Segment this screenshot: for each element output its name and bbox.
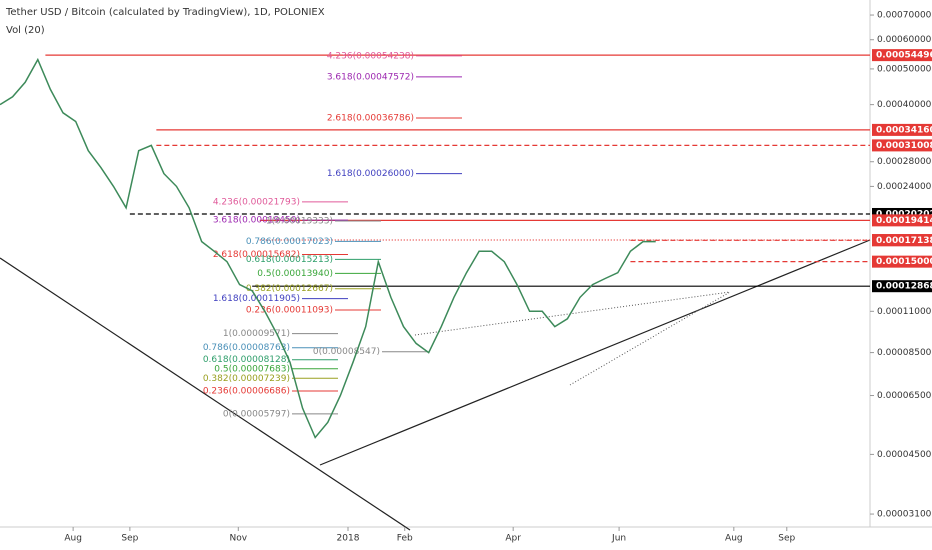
x-tick-label: Nov xyxy=(230,534,248,544)
chart-title: Tether USD / Bitcoin (calculated by Trad… xyxy=(5,7,325,18)
fib-label: 3.618(0.00019450) xyxy=(213,216,300,226)
fib-label: 1.618(0.00026000) xyxy=(327,169,414,179)
trend-line xyxy=(569,291,731,386)
y-tick-label: 0.00011000 xyxy=(877,307,932,317)
x-tick-label: Apr xyxy=(505,534,521,544)
fib-label: 1(0.00009571) xyxy=(223,329,290,339)
fib-label: 0.236(0.00011093) xyxy=(246,305,333,315)
level-label: 0.00019414 xyxy=(876,216,932,226)
x-tick-label: Sep xyxy=(121,534,138,544)
fib-label: 4.236(0.00021793) xyxy=(213,197,300,207)
level-label: 0.00015000 xyxy=(876,257,932,267)
level-label: 0.00034160 xyxy=(876,125,932,135)
fib-label: 2.618(0.00036786) xyxy=(327,114,414,124)
y-tick-label: 0.00004500 xyxy=(877,450,932,460)
y-tick-label: 0.00028000 xyxy=(877,157,932,167)
fib-label: 1.618(0.00011905) xyxy=(213,294,300,304)
fib-label: 0.5(0.00013940) xyxy=(257,269,333,279)
fib-label: 0.5(0.00007683) xyxy=(214,364,290,374)
fib-label: 0.618(0.00008128) xyxy=(203,355,290,365)
fib-label: 0.618(0.00015213) xyxy=(246,255,333,265)
x-tick-label: 2018 xyxy=(337,534,360,544)
level-label-box xyxy=(872,214,932,227)
volume-label: Vol (20) xyxy=(6,25,45,36)
y-tick-label: 0.00003100 xyxy=(877,510,932,520)
fib-label: 0(0.00005797) xyxy=(223,409,290,419)
level-label: 0.00054496 xyxy=(876,51,932,61)
y-tick-label: 0.00008500 xyxy=(877,348,932,358)
y-tick-label: 0.00060000 xyxy=(877,35,932,45)
x-tick-label: Feb xyxy=(397,534,413,544)
x-tick-label: Jun xyxy=(611,534,626,544)
fib-label: 3.618(0.00047572) xyxy=(327,72,414,82)
y-tick-label: 0.00050000 xyxy=(877,64,932,74)
trend-line xyxy=(414,291,731,336)
x-tick-label: Sep xyxy=(778,534,795,544)
level-label-box xyxy=(872,255,932,268)
y-tick-label: 0.00024000 xyxy=(877,182,932,192)
level-label: 0.00012868 xyxy=(876,282,932,292)
level-label-box xyxy=(872,280,932,293)
x-tick-label: Aug xyxy=(725,534,743,544)
price-line xyxy=(0,57,656,439)
fib-label: 0.382(0.00012667) xyxy=(246,284,333,294)
fib-label: 2.618(0.00015682) xyxy=(213,250,300,260)
level-label-box xyxy=(872,139,932,152)
level-label-box xyxy=(872,123,932,136)
trend-line xyxy=(319,239,871,466)
y-tick-label: 0.00070000 xyxy=(877,11,932,21)
fib-label: 0.236(0.00006686) xyxy=(203,387,290,397)
fib-label: 1(0.00019333) xyxy=(266,217,333,227)
fib-label: 4.236(0.00054238) xyxy=(327,51,414,61)
level-label: 0.00031008 xyxy=(876,141,932,151)
level-label: 0.00017138 xyxy=(876,236,932,246)
level-label-box xyxy=(872,234,932,247)
level-label-box xyxy=(872,49,932,62)
y-tick-label: 0.00006500 xyxy=(877,391,932,401)
y-tick-label: 0.00040000 xyxy=(877,100,932,110)
fib-label: 0(0.00008547) xyxy=(313,347,380,357)
fib-label: 0.382(0.00007239) xyxy=(203,374,290,384)
fib-label: 0.786(0.00008763) xyxy=(203,343,290,353)
x-tick-label: Aug xyxy=(64,534,82,544)
trend-line xyxy=(0,257,411,531)
trend-lines xyxy=(0,239,871,531)
fib-label: 0.786(0.00017023) xyxy=(246,237,333,247)
